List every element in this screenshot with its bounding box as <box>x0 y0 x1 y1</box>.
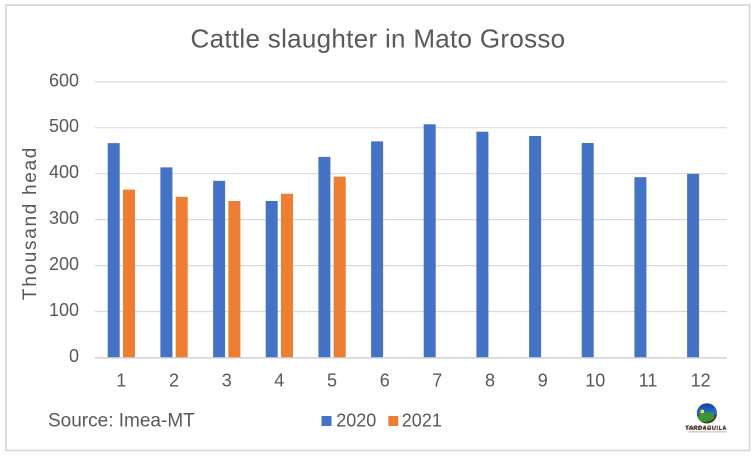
svg-text:0: 0 <box>69 346 79 366</box>
svg-text:2: 2 <box>169 371 179 391</box>
svg-text:100: 100 <box>49 300 79 320</box>
svg-text:Source: Imea-MT: Source: Imea-MT <box>48 411 195 432</box>
svg-text:3: 3 <box>222 371 232 391</box>
svg-text:2020: 2020 <box>336 411 376 431</box>
svg-text:10: 10 <box>585 371 605 391</box>
svg-text:500: 500 <box>49 116 79 136</box>
svg-text:4: 4 <box>274 371 284 391</box>
svg-text:7: 7 <box>432 371 442 391</box>
svg-text:9: 9 <box>538 371 548 391</box>
svg-text:6: 6 <box>380 371 390 391</box>
svg-text:8: 8 <box>485 371 495 391</box>
svg-text:600: 600 <box>49 70 79 90</box>
svg-text:200: 200 <box>49 254 79 274</box>
svg-text:Thousand head: Thousand head <box>20 146 41 300</box>
svg-text:Cattle slaughter in Mato Gross: Cattle slaughter in Mato Grosso <box>191 24 566 54</box>
svg-text:300: 300 <box>49 208 79 228</box>
svg-text:400: 400 <box>49 162 79 182</box>
svg-text:TARDAGUILA: TARDAGUILA <box>685 426 727 432</box>
svg-text:12: 12 <box>691 371 711 391</box>
svg-text:11: 11 <box>639 371 658 391</box>
svg-text:2021: 2021 <box>402 411 442 431</box>
svg-text:5: 5 <box>327 371 337 391</box>
svg-text:1: 1 <box>116 371 126 391</box>
svg-text:TARDAGUILA: TARDAGUILA <box>686 425 727 431</box>
